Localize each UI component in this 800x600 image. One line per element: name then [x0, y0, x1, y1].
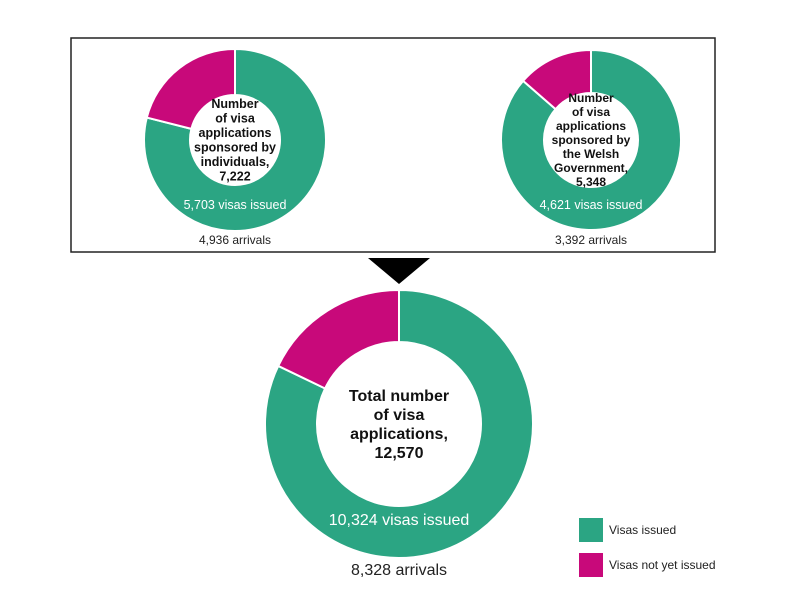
legend-swatch-issued	[579, 518, 603, 542]
total-slice-not-issued	[276, 288, 400, 390]
welsh-issued-label: 4,621 visas issued	[540, 198, 643, 212]
individuals-center-label-line: applications	[199, 126, 272, 140]
arrow-down-icon	[368, 258, 430, 284]
legend-item-not-issued: Visas not yet issued	[579, 553, 716, 577]
legend-swatch-not-issued	[579, 553, 603, 577]
welsh-center-label-line: applications	[556, 119, 626, 133]
sponsor-breakdown-box	[70, 37, 716, 253]
total-center-label-line: Total number	[349, 388, 449, 405]
individuals-slice-not-issued	[145, 47, 236, 131]
welsh-center-label-line: sponsored by	[552, 133, 631, 147]
individuals-center-label-line: individuals,	[201, 155, 270, 169]
total-center-label-line: of visa	[374, 407, 425, 424]
individuals-center-label-line: 7,222	[219, 170, 250, 184]
welsh-center-label-line: the Welsh	[563, 147, 619, 161]
welsh-slice-not-issued	[521, 48, 592, 111]
individuals-center-label-line: sponsored by	[194, 141, 276, 155]
individuals-arrivals-label: 4,936 arrivals	[199, 233, 271, 247]
welsh-arrivals-label: 3,392 arrivals	[555, 233, 627, 247]
legend-label: Visas not yet issued	[609, 558, 716, 572]
legend-item-issued: Visas issued	[579, 518, 676, 542]
individuals-slice-issued	[143, 47, 327, 232]
individuals-center-label-line: Number	[211, 97, 258, 111]
individuals-center-label-line: of visa	[215, 112, 256, 126]
total-center-label-line: applications,	[350, 426, 448, 443]
total-slice-issued	[264, 288, 534, 559]
legend-label: Visas issued	[609, 523, 677, 537]
total-arrivals-label: 8,328 arrivals	[351, 562, 447, 579]
total-center-label-line: 12,570	[375, 445, 424, 462]
welsh-center-label-line: of visa	[572, 105, 610, 119]
individuals-issued-label: 5,703 visas issued	[184, 198, 287, 212]
welsh-center-label-line: 5,348	[576, 175, 606, 189]
welsh-center-label-line: Government,	[554, 161, 628, 175]
welsh-center-label-line: Number	[568, 91, 614, 105]
total-issued-label: 10,324 visas issued	[329, 512, 470, 529]
welsh-slice-issued	[500, 48, 682, 231]
